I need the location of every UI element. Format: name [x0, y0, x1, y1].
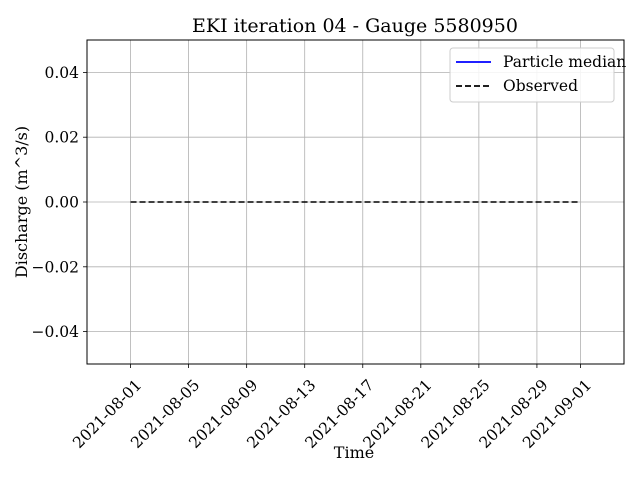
legend-label: Observed: [503, 77, 578, 95]
y-axis-label: Discharge (m^3/s): [12, 126, 31, 278]
chart-title: EKI iteration 04 - Gauge 5580950: [192, 15, 518, 37]
legend: Particle median Observed: [449, 47, 626, 103]
y-tick-label: 0.04: [44, 64, 79, 82]
x-axis: 2021-08-012021-08-052021-08-092021-08-13…: [69, 364, 595, 452]
y-axis: −0.04 −0.02 0.00 0.02 0.04: [32, 64, 87, 341]
legend-label: Particle median: [503, 53, 626, 71]
y-tick-label: −0.02: [32, 258, 80, 276]
y-tick-label: −0.04: [32, 323, 80, 341]
y-tick-label: 0.02: [44, 129, 79, 147]
y-tick-label: 0.00: [44, 194, 79, 212]
x-axis-label: Time: [334, 443, 374, 462]
